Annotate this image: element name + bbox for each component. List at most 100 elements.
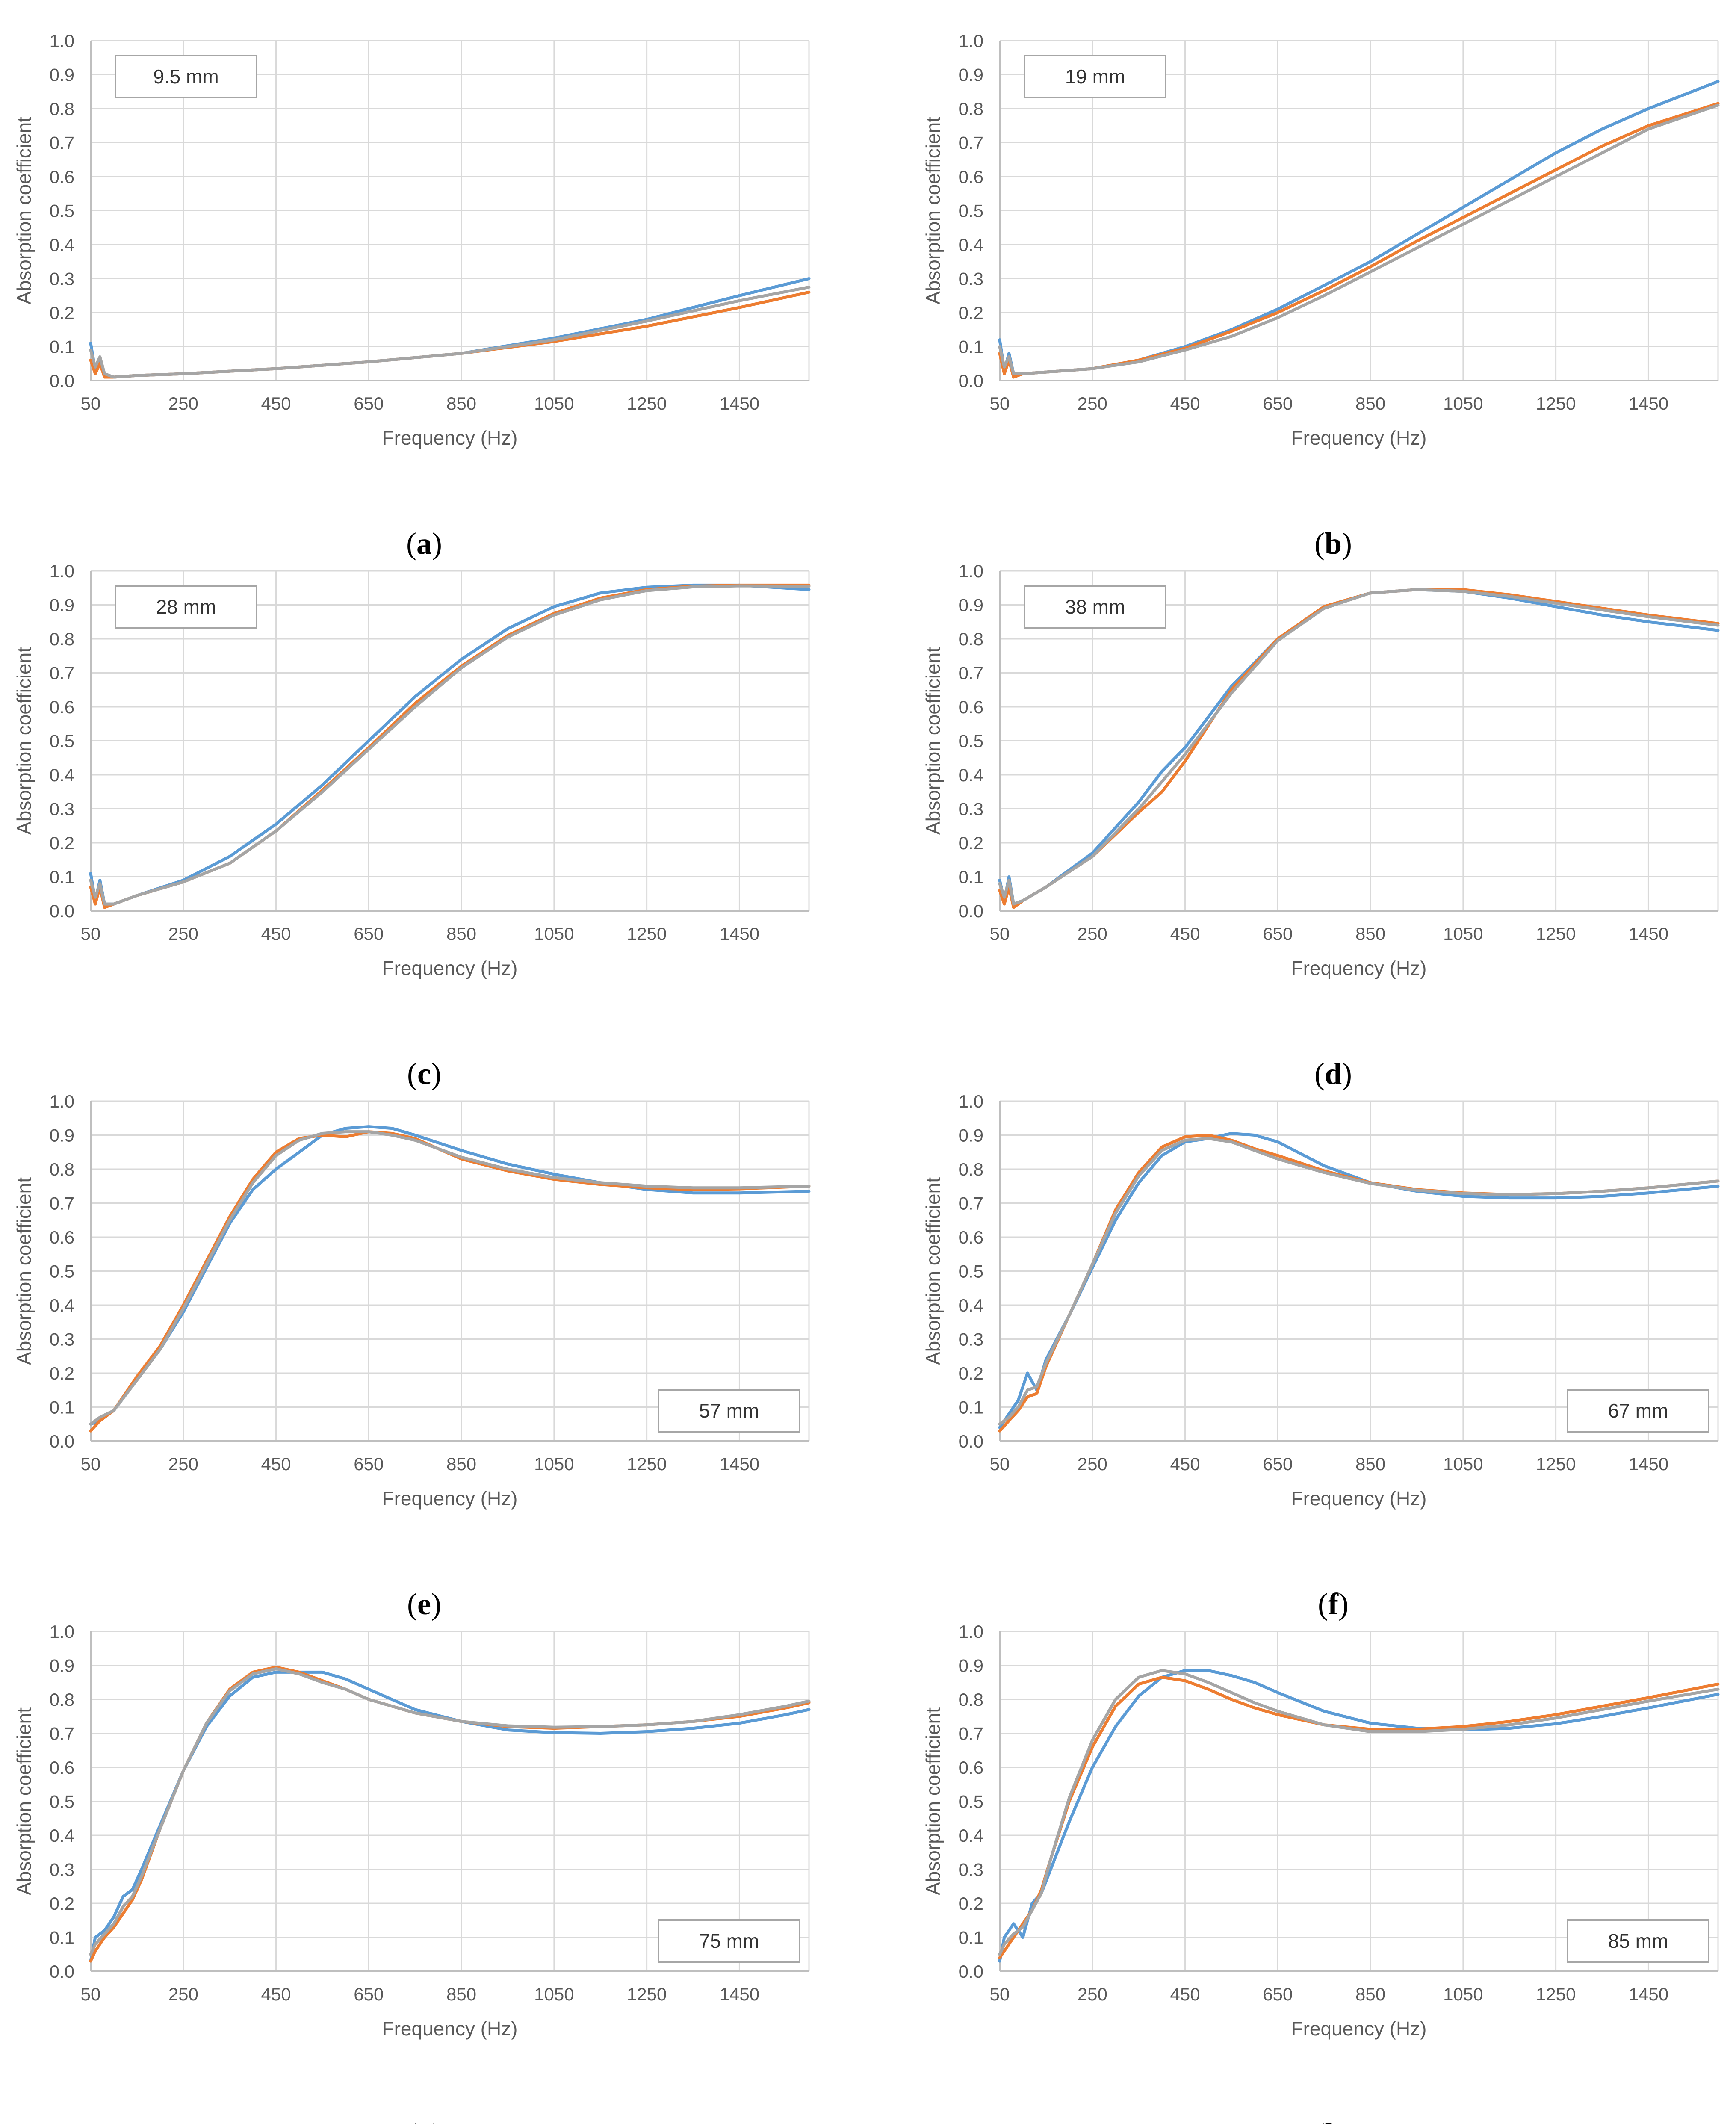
y-axis-title: Absorption coefficient [13, 1707, 35, 1895]
x-tick-label: 1450 [720, 1454, 759, 1474]
y-tick-label: 0.1 [959, 337, 983, 357]
x-tick-label: 1050 [1443, 924, 1483, 944]
y-tick-label: 0.8 [50, 99, 74, 119]
y-tick-label: 0.1 [959, 1397, 983, 1418]
series-line-1 [998, 1669, 1720, 1963]
x-tick-label: 1050 [1443, 1984, 1483, 2004]
y-tick-label: 0.8 [959, 1690, 983, 1710]
y-tick-label: 0.5 [959, 731, 983, 751]
x-tick-label: 850 [1355, 1984, 1385, 2004]
thickness-label: 9.5 mm [153, 65, 218, 88]
x-tick-label: 850 [446, 1984, 476, 2004]
x-tick-label: 1450 [1629, 1984, 1668, 2004]
x-tick-label: 50 [990, 1984, 1010, 2004]
series-line-3 [998, 103, 1720, 375]
x-axis-title: Frequency (Hz) [382, 427, 518, 449]
y-tick-label: 0.0 [959, 371, 983, 391]
y-tick-label: 0.6 [959, 697, 983, 717]
y-tick-label: 0.2 [50, 1363, 74, 1383]
y-tick-label: 0.8 [959, 1159, 983, 1179]
series-line-3 [89, 1667, 811, 1956]
panel-caption: (a) [406, 526, 442, 561]
y-tick-label: 0.2 [50, 1894, 74, 1914]
x-axis-title: Frequency (Hz) [1291, 427, 1427, 449]
x-axis-title: Frequency (Hz) [1291, 1487, 1427, 1510]
y-axis-title: Absorption coefficient [922, 1707, 944, 1895]
y-tick-label: 0.7 [50, 1724, 74, 1744]
series-line-2 [998, 588, 1720, 909]
y-tick-label: 0.1 [50, 337, 74, 357]
x-axis-title: Frequency (Hz) [382, 2018, 518, 2040]
x-tick-label: 650 [354, 924, 384, 944]
chart-panel-f: 0.0 0.1 0.2 0.3 0.4 0.5 0.6 0.7 0.8 0.9 1.0 50 250 45… [922, 1091, 1720, 1621]
y-tick-label: 0.2 [959, 833, 983, 853]
y-tick-label: 0.7 [959, 1724, 983, 1744]
x-tick-label: 650 [1263, 1984, 1293, 2004]
chart-panel-g: 0.0 0.1 0.2 0.3 0.4 0.5 0.6 0.7 0.8 0.9 1.0 50 250 45… [13, 1622, 811, 2124]
x-tick-label: 1250 [1536, 1454, 1576, 1474]
y-tick-label: 0.9 [959, 1126, 983, 1146]
y-tick-label: 1.0 [959, 31, 983, 51]
y-tick-label: 0.4 [959, 765, 983, 785]
y-tick-label: 0.2 [959, 303, 983, 323]
panel-caption: (h) [1314, 2117, 1352, 2124]
y-tick-label: 0.7 [959, 1193, 983, 1214]
panel-caption: (f) [1318, 1587, 1349, 1621]
y-axis-title: Absorption coefficient [922, 647, 944, 835]
y-tick-label: 0.0 [50, 1431, 74, 1451]
y-tick-label: 0.3 [50, 1860, 74, 1880]
panel-caption: (c) [407, 1057, 441, 1091]
y-tick-label: 0.4 [959, 1826, 983, 1846]
x-tick-label: 1250 [627, 1984, 667, 2004]
x-tick-label: 1050 [534, 393, 574, 414]
x-tick-label: 650 [1263, 393, 1293, 414]
x-axis-title: Frequency (Hz) [382, 1487, 518, 1510]
y-tick-label: 0.2 [959, 1894, 983, 1914]
series-line-1 [998, 80, 1720, 375]
x-tick-label: 850 [1355, 924, 1385, 944]
y-tick-label: 0.0 [959, 1431, 983, 1451]
y-tick-label: 0.6 [50, 697, 74, 717]
series-line-3 [998, 1137, 1720, 1426]
x-tick-label: 1250 [1536, 1984, 1576, 2004]
x-tick-label: 1250 [1536, 393, 1576, 414]
x-tick-label: 650 [354, 1454, 384, 1474]
x-tick-label: 850 [446, 924, 476, 944]
panel-caption: (e) [407, 1587, 441, 1621]
x-tick-label: 1450 [720, 393, 759, 414]
y-tick-label: 1.0 [959, 1091, 983, 1111]
y-tick-label: 0.4 [50, 1295, 74, 1315]
x-tick-label: 50 [81, 1454, 101, 1474]
x-tick-label: 1250 [1536, 924, 1576, 944]
thickness-label: 75 mm [699, 1930, 759, 1952]
y-tick-label: 0.3 [50, 799, 74, 819]
series-line-1 [998, 1132, 1720, 1429]
x-tick-label: 250 [1078, 1984, 1107, 2004]
chart-panel-h: 0.0 0.1 0.2 0.3 0.4 0.5 0.6 0.7 0.8 0.9 1.0 50 250 45… [922, 1622, 1720, 2124]
y-tick-label: 1.0 [959, 1622, 983, 1642]
x-tick-label: 850 [446, 1454, 476, 1474]
y-tick-label: 0.6 [50, 1758, 74, 1778]
y-tick-label: 0.9 [959, 1656, 983, 1676]
x-tick-label: 1450 [720, 924, 759, 944]
y-tick-label: 0.7 [50, 1193, 74, 1214]
y-tick-label: 0.3 [959, 1329, 983, 1350]
y-tick-label: 0.6 [959, 1227, 983, 1247]
x-tick-label: 1050 [1443, 393, 1483, 414]
x-tick-label: 450 [1170, 393, 1200, 414]
y-tick-label: 0.7 [50, 663, 74, 683]
x-tick-label: 450 [261, 393, 291, 414]
x-tick-label: 250 [168, 1454, 198, 1474]
x-tick-label: 1450 [720, 1984, 759, 2004]
series-line-2 [89, 1666, 811, 1963]
thickness-label: 38 mm [1065, 596, 1125, 618]
y-tick-label: 0.6 [50, 167, 74, 187]
x-tick-label: 850 [446, 393, 476, 414]
y-tick-label: 0.2 [959, 1363, 983, 1383]
panel-caption: (b) [1314, 526, 1352, 561]
x-tick-label: 1050 [1443, 1454, 1483, 1474]
thickness-label-box [658, 1389, 800, 1433]
x-axis-title: Frequency (Hz) [1291, 2018, 1427, 2040]
x-tick-label: 50 [990, 393, 1010, 414]
series-line-2 [89, 1130, 811, 1433]
